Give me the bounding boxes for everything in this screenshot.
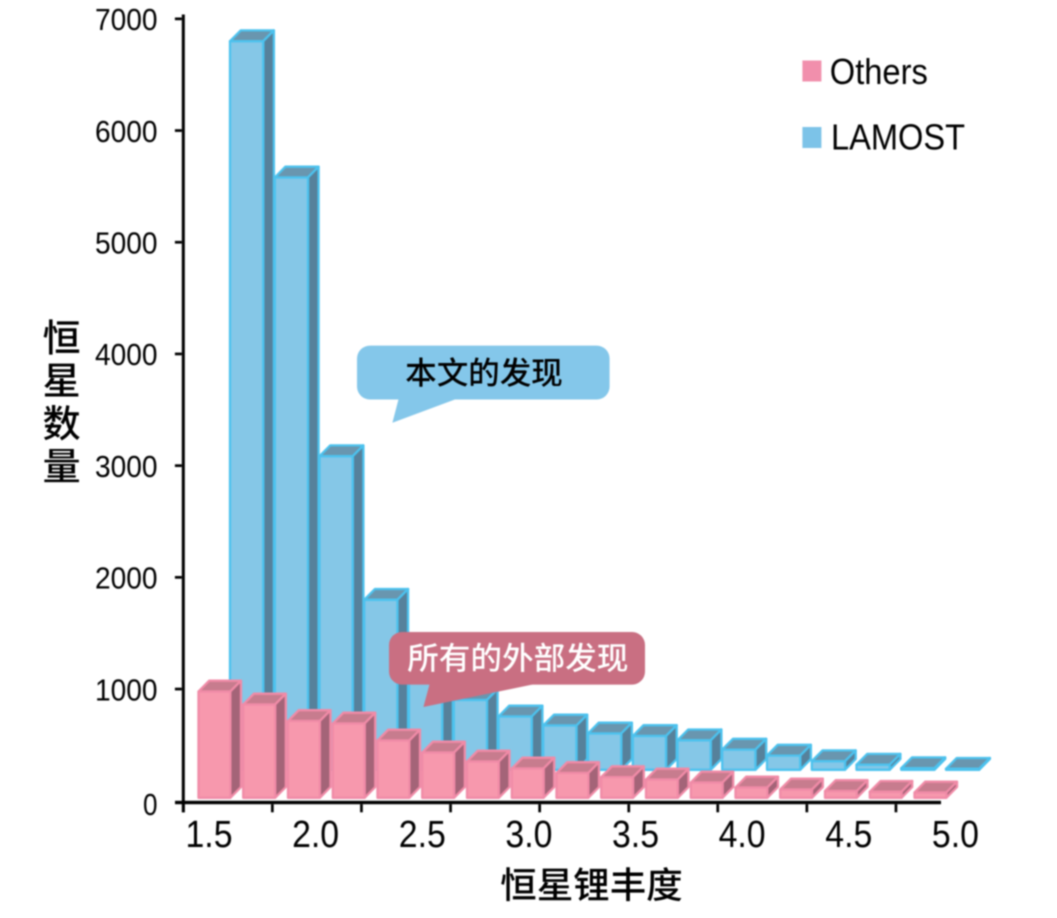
svg-text:4.0: 4.0	[719, 814, 766, 856]
svg-text:LAMOST: LAMOST	[831, 117, 965, 158]
svg-text:Others: Others	[830, 51, 928, 92]
svg-text:5.0: 5.0	[932, 814, 979, 856]
svg-text:1.5: 1.5	[186, 814, 233, 856]
svg-text:6000: 6000	[95, 114, 158, 149]
svg-text:2.0: 2.0	[292, 814, 339, 856]
svg-text:0: 0	[143, 787, 158, 822]
svg-text:1000: 1000	[95, 672, 158, 707]
svg-text:3.5: 3.5	[612, 814, 659, 856]
svg-text:2.5: 2.5	[399, 814, 446, 856]
svg-text:3.0: 3.0	[505, 814, 552, 856]
svg-text:7000: 7000	[95, 2, 158, 37]
svg-text:3000: 3000	[95, 449, 158, 484]
svg-text:2000: 2000	[95, 561, 158, 596]
svg-text:5000: 5000	[95, 226, 158, 261]
svg-text:4.5: 4.5	[825, 814, 872, 856]
svg-text:4000: 4000	[95, 337, 158, 372]
